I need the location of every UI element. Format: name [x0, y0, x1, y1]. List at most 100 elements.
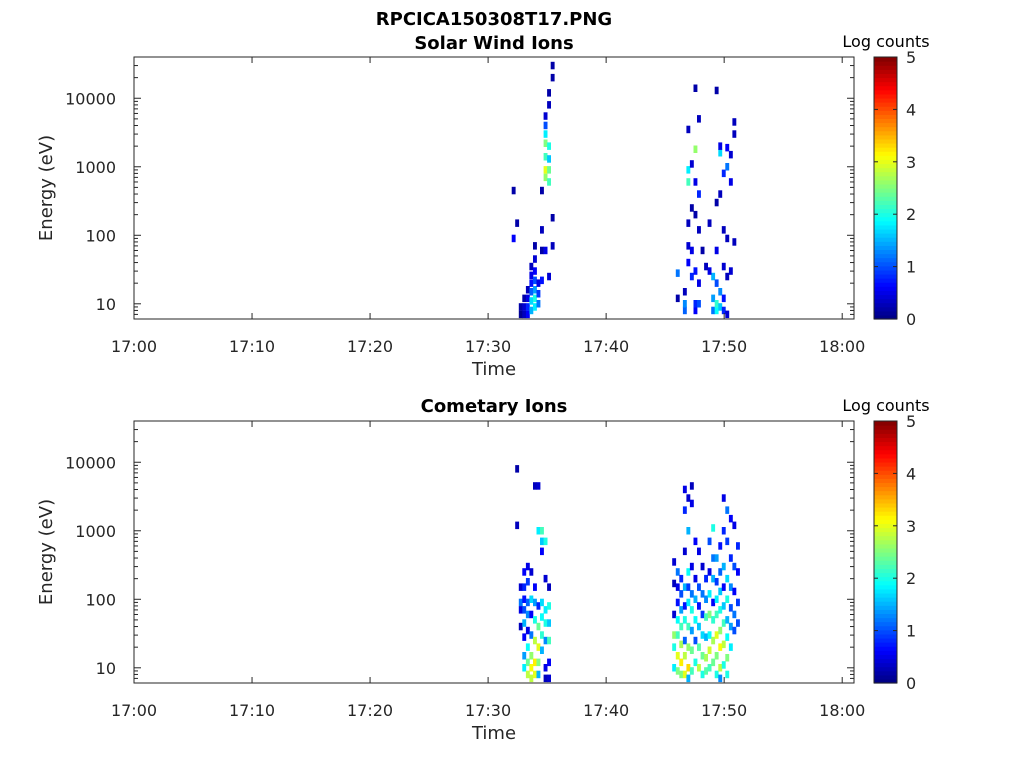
x-tick-label: 18:00: [819, 701, 865, 720]
spectrogram-cell: [682, 636, 687, 645]
spectrogram-cell: [725, 616, 730, 624]
colorbar-segment: [874, 658, 897, 664]
colorbar-segment: [874, 314, 897, 320]
colorbar-tick-label: 3: [906, 517, 916, 536]
colorbar-segment: [874, 531, 897, 537]
spectrogram-cell: [675, 568, 680, 576]
y-axis-label: Energy (eV): [36, 135, 57, 241]
colorbar-segment: [874, 220, 897, 226]
colorbar-segment: [874, 102, 897, 107]
colorbar-tick-label: 4: [906, 464, 916, 483]
colorbar-label: Log counts: [842, 32, 929, 51]
spectrogram-cell: [718, 674, 723, 683]
colorbar-segment: [874, 654, 897, 660]
spectrogram-cell: [675, 269, 680, 277]
spectrogram-cell: [707, 664, 712, 672]
spectrogram-cell: [732, 130, 737, 138]
colorbar-segment: [874, 290, 897, 296]
spectrogram-cell: [529, 262, 534, 271]
spectrogram-cell: [689, 590, 694, 598]
spectrogram-cell: [536, 622, 541, 631]
spectrogram-cell: [522, 583, 527, 591]
colorbar-segment: [874, 539, 897, 545]
spectrogram-cell: [732, 562, 737, 571]
spectrogram-cell: [725, 506, 730, 514]
colorbar-tick-label: 2: [906, 205, 916, 224]
spectrogram-cell: [547, 178, 551, 186]
colorbar-segment: [874, 646, 897, 651]
spectrogram-cell: [522, 568, 527, 576]
spectrogram-cell: [686, 583, 691, 591]
colorbar-segment: [874, 208, 897, 214]
plot-area: [133, 420, 855, 684]
y-tick-label: 1000: [75, 158, 116, 177]
spectrogram-cell: [547, 636, 551, 645]
spectrogram-cell: [711, 574, 716, 583]
x-tick-label: 17:00: [111, 337, 157, 356]
colorbar-segment: [874, 261, 897, 267]
spectrogram-cell: [518, 310, 523, 319]
spectrogram-cell: [718, 542, 723, 550]
spectrogram-cell: [525, 598, 530, 607]
colorbar-segment: [874, 269, 897, 275]
plot-area: [133, 56, 855, 320]
colorbar-segment: [874, 457, 897, 463]
y-tick-label: 10000: [65, 453, 116, 472]
spectrogram-cell: [679, 640, 684, 649]
colorbar-segment: [874, 77, 897, 83]
spectrogram-cell: [682, 652, 687, 660]
spectrogram-cell: [728, 622, 733, 631]
spectrogram-cell: [682, 602, 687, 610]
spectrogram-cell: [686, 674, 691, 683]
spectrogram-cell: [529, 610, 534, 619]
colorbar-tick-label: 2: [906, 569, 916, 588]
spectrogram-cell: [533, 670, 537, 679]
spectrogram-cell: [525, 610, 530, 619]
spectrogram-cell: [728, 554, 733, 562]
spectrogram-cell: [711, 636, 716, 645]
colorbar-segment: [874, 523, 897, 529]
spectrogram-cell: [682, 506, 687, 514]
spectrogram-cell: [543, 636, 548, 645]
x-axis-label: Time: [471, 723, 516, 744]
colorbar-segment: [874, 298, 897, 304]
colorbar-segment: [874, 273, 897, 279]
spectrogram-cell: [525, 626, 530, 635]
spectrogram-cell: [718, 142, 723, 150]
spectrogram-cell: [721, 661, 726, 669]
spectrogram-cell: [686, 258, 691, 267]
spectrogram-cell: [543, 606, 548, 614]
colorbar-segment: [874, 138, 897, 144]
spectrogram-cell: [540, 276, 544, 285]
spectrogram-cell: [711, 598, 716, 607]
y-tick-label: 1000: [75, 522, 116, 541]
spectrogram-cell: [522, 606, 527, 614]
spectrogram-cell: [536, 527, 541, 535]
spectrogram-cell: [711, 616, 716, 624]
spectrogram-cell: [547, 619, 551, 627]
spectrogram-cell: [697, 643, 701, 651]
y-tick-label: 100: [85, 590, 116, 609]
spectrogram-cell: [675, 616, 680, 624]
spectrogram-cell: [689, 246, 694, 255]
colorbar-segment: [874, 568, 897, 574]
colorbar-segment: [874, 253, 897, 259]
spectrogram-cell: [529, 271, 534, 280]
colorbar-segment: [874, 506, 897, 512]
spectrogram-cell: [540, 186, 544, 195]
spectrogram-cell: [515, 465, 520, 473]
spectrogram-cell: [533, 255, 537, 263]
y-tick-label: 10000: [65, 89, 116, 108]
x-axis-ticks: 17:00 17:10 17:20 17:30 17:40 17:50 18:00: [111, 421, 865, 720]
y-axis-ticks: 10 100 1000 10000: [65, 56, 854, 320]
colorbar-segment: [874, 449, 897, 455]
spectrogram-cell: [550, 73, 555, 82]
spectrogram-cell: [704, 633, 708, 641]
colorbar-segment: [874, 188, 897, 193]
colorbar-segment: [874, 216, 897, 222]
spectrogram-cell: [543, 112, 548, 120]
colorbar-segment: [874, 142, 897, 148]
spectrogram-cell: [515, 521, 520, 530]
colorbar-tick-label: 1: [906, 258, 916, 277]
colorbar-segment: [874, 93, 897, 99]
